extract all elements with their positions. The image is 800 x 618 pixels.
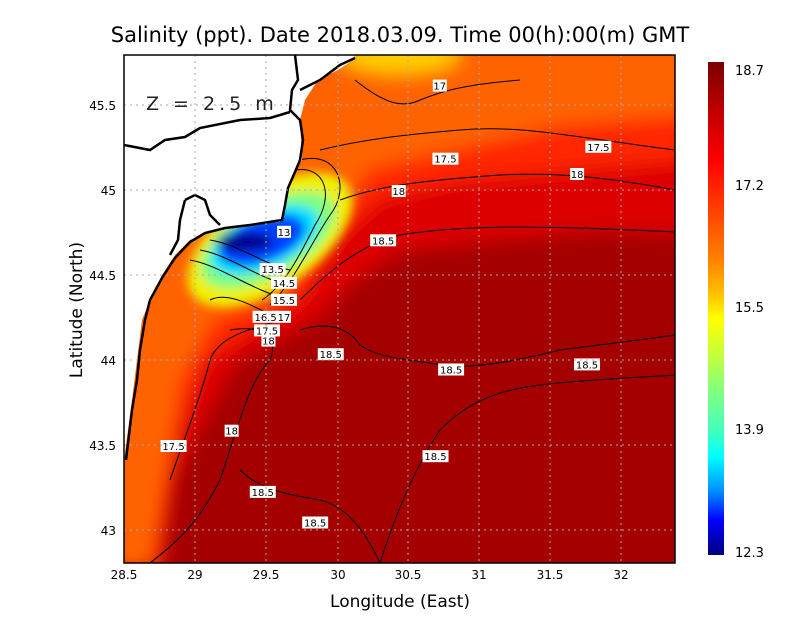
contour-label-bg xyxy=(585,140,612,153)
contour-label: 17.5 xyxy=(256,326,278,337)
contour-label-bg xyxy=(271,276,298,289)
colorbar-label: 12.3 xyxy=(735,546,764,561)
contour-label: 18.5 xyxy=(252,488,274,499)
contour-label: 17.5 xyxy=(434,155,456,166)
depth-label: Z = 2.5 m xyxy=(146,93,278,115)
contour-label: 17 xyxy=(433,82,446,93)
contour-label: 18.5 xyxy=(372,236,394,247)
contour-label: 13.5 xyxy=(262,265,284,276)
contour-label: 17.5 xyxy=(162,442,184,453)
gridlines xyxy=(124,55,675,563)
x-tick: 30.5 xyxy=(395,568,422,582)
x-tick: 31.5 xyxy=(537,568,564,582)
contour-label-bg xyxy=(317,348,344,361)
contour-label-bg xyxy=(271,293,298,306)
contour-label-bg xyxy=(422,450,449,463)
contour-label-bg xyxy=(391,185,406,197)
colorbar-label: 15.5 xyxy=(735,301,764,316)
contour-label: 17 xyxy=(278,313,291,324)
x-tick: 30 xyxy=(330,568,345,582)
y-tick: 44 xyxy=(101,354,116,368)
x-axis-label: Longitude (East) xyxy=(330,592,470,612)
contour-label-bg xyxy=(224,424,239,437)
contour-label-bg xyxy=(249,485,276,498)
contour-label-bg xyxy=(570,168,585,180)
contour-label: 18.5 xyxy=(304,519,326,530)
contour-label-bg xyxy=(432,152,459,165)
contour-label-bg xyxy=(438,363,465,376)
contour-label-bg xyxy=(574,358,601,371)
contour-label: 18.5 xyxy=(424,452,446,463)
x-tick: 28.5 xyxy=(111,568,138,582)
y-tick: 43 xyxy=(101,524,116,538)
x-tick-labels: 28.5 29 29.5 30 30.5 31 31.5 32 xyxy=(111,568,629,582)
contour-label-bg xyxy=(277,225,292,238)
contour-label: 17.5 xyxy=(587,143,609,154)
contour-label: 18 xyxy=(392,187,405,198)
y-tick-labels: 45.5 45 44.5 44 43.5 43 xyxy=(89,99,116,538)
plume-darkblue xyxy=(217,232,273,252)
contour-label: 16.5 xyxy=(254,313,276,324)
colorbar xyxy=(708,62,724,555)
contour-label: 15.5 xyxy=(273,296,295,307)
contour-label: 13 xyxy=(278,228,291,239)
contour-label: 18.5 xyxy=(576,360,598,371)
plot-frame xyxy=(123,54,676,564)
x-tick: 29.5 xyxy=(253,568,280,582)
contour-label-bg xyxy=(252,310,279,323)
colorbar-label: 18.7 xyxy=(735,64,764,79)
contour-label: 14.5 xyxy=(273,279,295,290)
contour-label: 18.5 xyxy=(320,350,342,361)
contour-label-bg xyxy=(160,440,187,452)
contour-label-bg xyxy=(302,516,329,529)
y-tick: 44.5 xyxy=(89,269,116,283)
y-tick: 45 xyxy=(101,184,116,198)
land-mask xyxy=(124,55,355,460)
x-tick: 29 xyxy=(187,568,202,582)
x-tick: 31 xyxy=(471,568,486,582)
x-tick: 32 xyxy=(613,568,628,582)
contour-label: 18.5 xyxy=(440,366,462,377)
y-tick: 43.5 xyxy=(89,439,116,453)
contour-label-bg xyxy=(261,334,276,347)
coastline xyxy=(124,55,356,461)
y-tick: 45.5 xyxy=(89,99,116,113)
contour-label-bg xyxy=(277,310,292,323)
chart-title: Salinity (ppt). Date 2018.03.09. Time 00… xyxy=(111,23,690,47)
colorbar-label: 13.9 xyxy=(735,423,764,438)
contour-label: 18 xyxy=(262,337,275,348)
contour-label: 18 xyxy=(225,427,238,438)
colorbar-labels: 18.7 17.2 15.5 13.9 12.3 xyxy=(735,64,764,561)
contour-label: 18 xyxy=(571,170,584,181)
contour-label-bg xyxy=(254,324,281,337)
contour-label-bg xyxy=(370,234,397,247)
y-axis-label: Latitude (North) xyxy=(67,242,87,378)
contour-label-bg xyxy=(432,79,447,92)
colorbar-label: 17.2 xyxy=(735,179,764,194)
field-yellow-top xyxy=(340,55,460,73)
